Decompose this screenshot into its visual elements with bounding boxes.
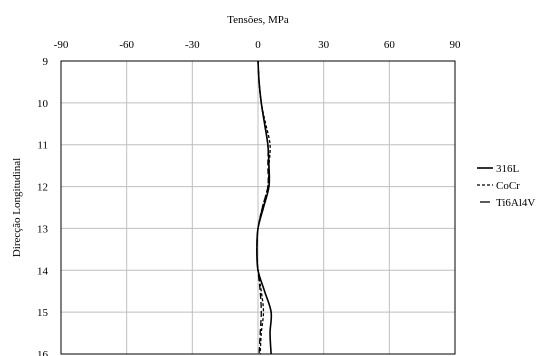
y-tick-label: 15: [37, 307, 49, 319]
legend-label-316l: 316L: [496, 163, 520, 175]
x-tick-label: 60: [384, 39, 396, 51]
series-layer: [256, 60, 273, 355]
x-tick-label: -30: [185, 39, 200, 51]
x-axis-title: Tensões, MPa: [227, 14, 289, 26]
y-tick-label: 10: [37, 98, 49, 110]
x-tick-labels: -90 -60 -30 0 30 60 90: [54, 39, 461, 51]
x-tick-label: -60: [119, 39, 134, 51]
series-line-316l: [256, 60, 273, 355]
x-tick-label: 90: [450, 39, 462, 51]
x-tick-label: 0: [255, 39, 261, 51]
x-tick-label: -90: [54, 39, 69, 51]
legend: 316L CoCr Ti6Al4V: [477, 163, 535, 209]
y-tick-label: 14: [37, 265, 49, 277]
y-tick-label: 16: [37, 349, 49, 356]
grid-lines: [61, 61, 455, 354]
legend-label-cocr: CoCr: [496, 180, 520, 192]
legend-label-ti6al4v: Ti6Al4V: [496, 197, 535, 209]
series-line-ti6al4v: [256, 60, 269, 355]
y-tick-label: 11: [37, 140, 48, 152]
y-tick-label: 12: [37, 182, 48, 194]
y-tick-labels: 9 10 11 12 13 14 15 16: [37, 56, 49, 356]
x-tick-label: 30: [318, 39, 330, 51]
y-axis-title: Direcção Longitudinal: [11, 158, 23, 257]
y-tick-label: 9: [43, 56, 49, 68]
y-tick-label: 13: [37, 223, 49, 235]
series-line-cocr: [256, 60, 271, 355]
